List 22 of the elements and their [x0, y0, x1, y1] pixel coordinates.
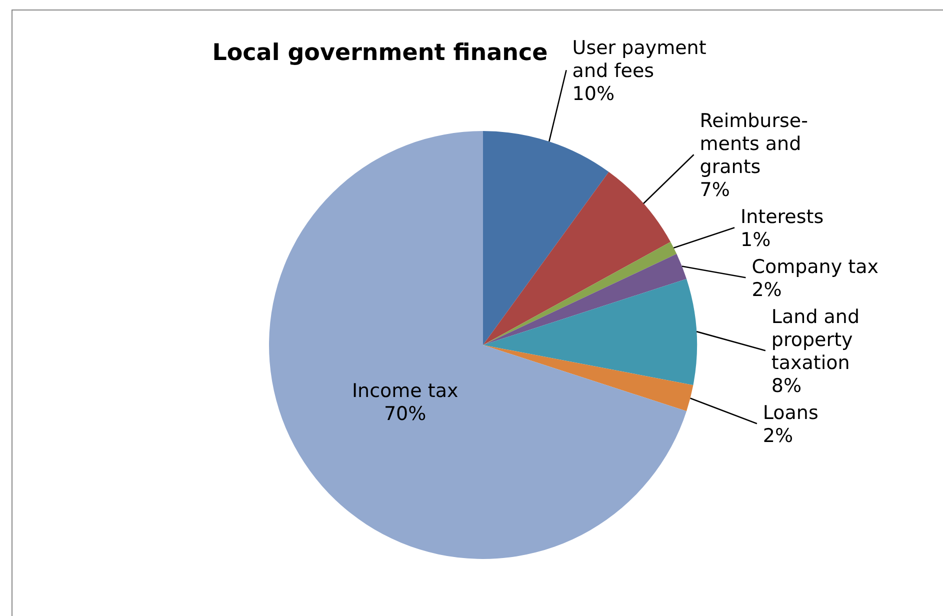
data-label: 10% [572, 83, 615, 106]
data-label: 1% [740, 229, 771, 252]
slice-label: Reimburse-ments and grants [700, 110, 808, 178]
data-label: 2% [752, 279, 782, 302]
pie-slice [483, 278, 697, 386]
pie-slice [483, 254, 687, 345]
pie-slice [483, 345, 694, 412]
data-label: 2% [762, 425, 794, 448]
data-label: 8% [771, 375, 802, 398]
pie-slice [269, 131, 687, 559]
slice-label: Interests [740, 206, 824, 228]
pie-slice [483, 131, 609, 345]
slice-label: Company tax [752, 256, 878, 278]
slice-label: Land and property taxation [771, 306, 860, 374]
slice-label: Income tax [352, 380, 458, 402]
slice-label: User payment and fees [572, 37, 706, 82]
pie-slice [483, 172, 671, 345]
chart-title: Local government finance [212, 40, 548, 66]
pie-slice [483, 242, 677, 345]
slice-label: Loans [762, 402, 818, 424]
data-label: 7% [700, 179, 730, 202]
data-label: 70% [384, 403, 426, 426]
